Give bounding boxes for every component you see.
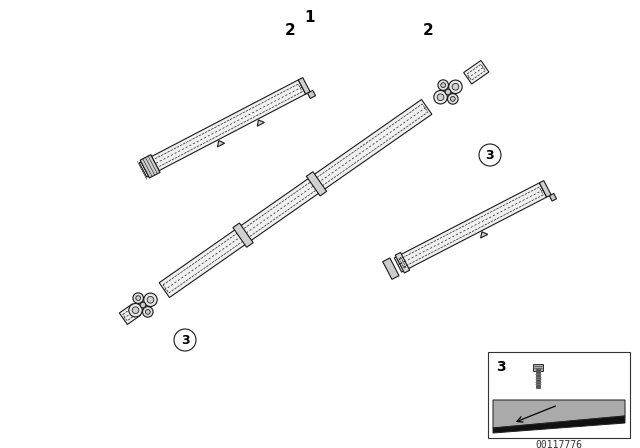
Text: 2: 2: [285, 23, 296, 38]
Polygon shape: [298, 78, 310, 94]
Circle shape: [129, 303, 142, 317]
Polygon shape: [463, 60, 489, 84]
Circle shape: [174, 329, 196, 351]
Circle shape: [144, 293, 157, 306]
Circle shape: [143, 306, 153, 317]
Circle shape: [136, 296, 141, 301]
Polygon shape: [395, 252, 410, 273]
Circle shape: [145, 310, 150, 314]
Polygon shape: [549, 194, 557, 201]
Polygon shape: [159, 99, 432, 297]
Text: 00117776: 00117776: [536, 440, 582, 448]
Text: 2: 2: [422, 23, 433, 38]
Polygon shape: [540, 181, 551, 197]
Polygon shape: [140, 155, 160, 178]
Polygon shape: [233, 223, 253, 247]
Circle shape: [133, 293, 143, 303]
Polygon shape: [140, 80, 306, 177]
Text: 3: 3: [486, 148, 494, 161]
Circle shape: [447, 94, 458, 104]
Polygon shape: [383, 258, 399, 280]
Polygon shape: [119, 304, 140, 324]
Circle shape: [449, 80, 462, 94]
Circle shape: [452, 83, 459, 90]
Circle shape: [479, 144, 501, 166]
Polygon shape: [218, 141, 225, 147]
Polygon shape: [493, 400, 625, 428]
Polygon shape: [257, 120, 264, 126]
Polygon shape: [130, 294, 156, 316]
Polygon shape: [307, 90, 316, 99]
Polygon shape: [493, 416, 625, 433]
Text: 3: 3: [496, 360, 506, 374]
Circle shape: [451, 96, 455, 101]
Circle shape: [438, 80, 449, 90]
Circle shape: [434, 90, 447, 104]
Polygon shape: [533, 364, 543, 371]
Polygon shape: [481, 232, 488, 238]
Circle shape: [147, 297, 154, 303]
FancyBboxPatch shape: [488, 352, 630, 438]
Circle shape: [140, 302, 146, 308]
Circle shape: [437, 94, 444, 101]
Polygon shape: [394, 183, 547, 272]
Circle shape: [132, 307, 139, 314]
Circle shape: [445, 89, 451, 95]
Text: 3: 3: [180, 333, 189, 346]
Polygon shape: [307, 172, 326, 196]
Polygon shape: [435, 81, 461, 103]
Circle shape: [441, 83, 445, 87]
Text: 1: 1: [305, 10, 316, 25]
